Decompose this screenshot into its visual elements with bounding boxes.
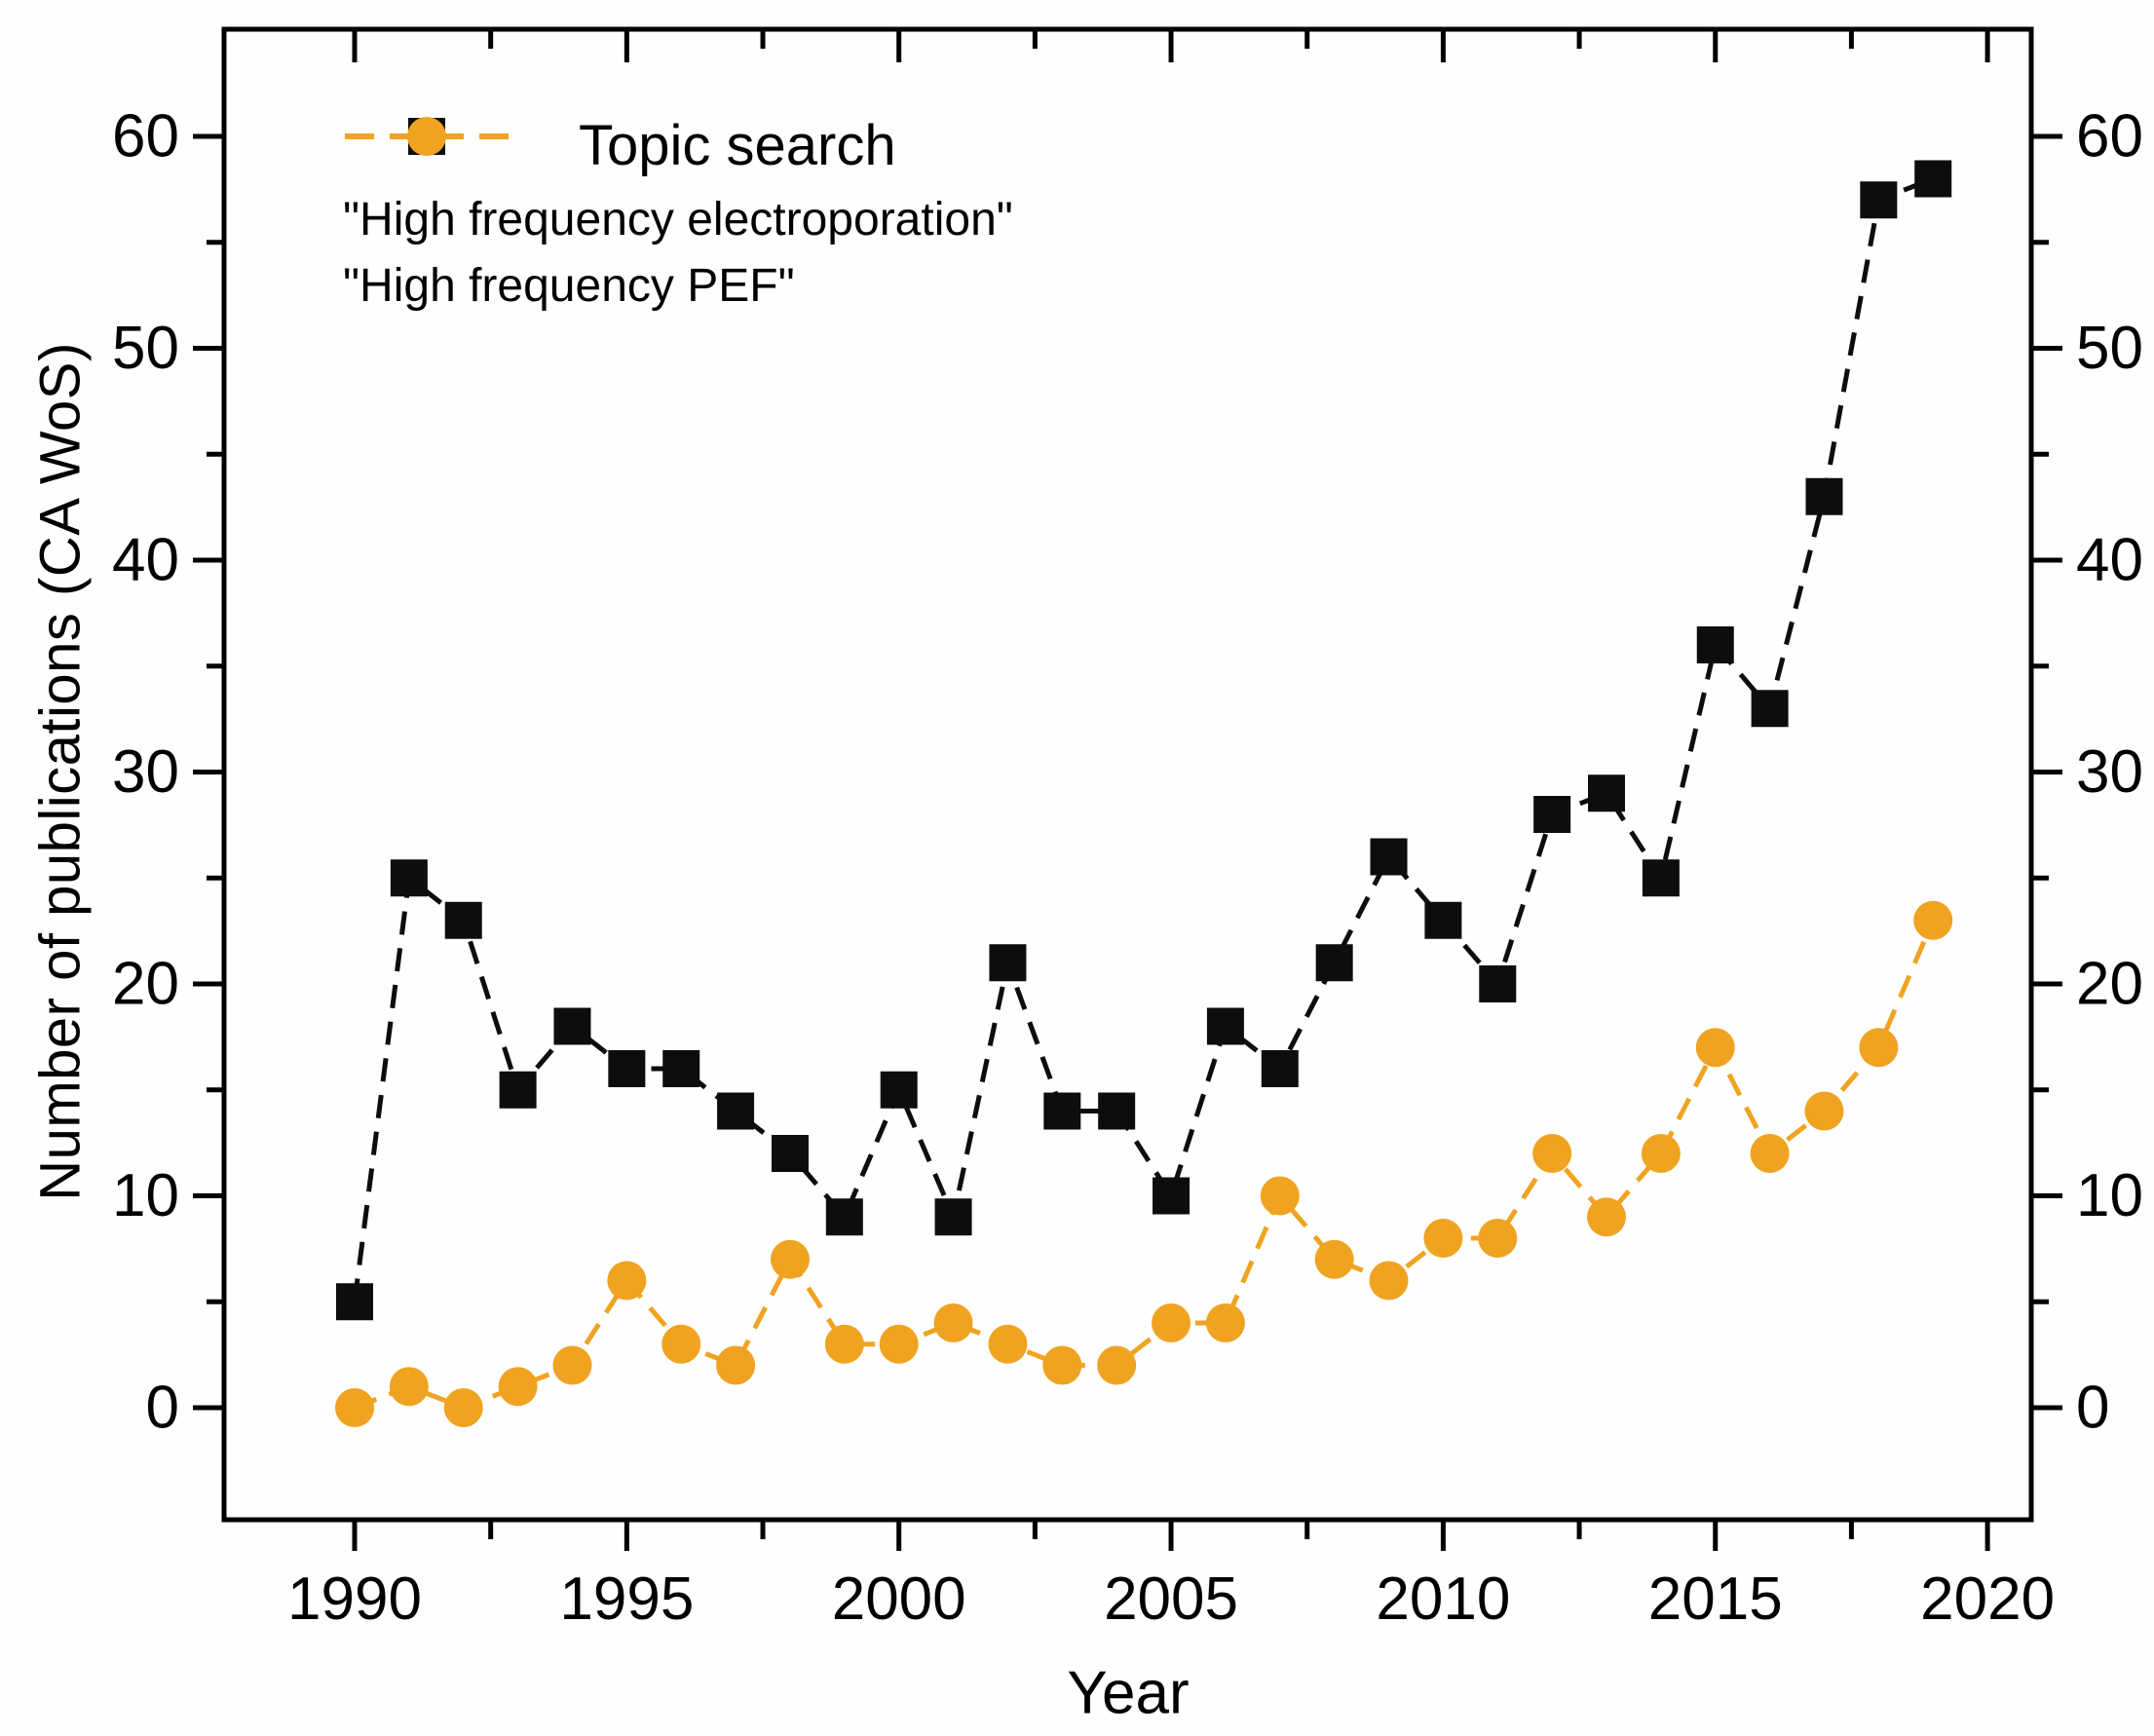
y-tick-label-right: 10	[2076, 1162, 2143, 1229]
series-line-1	[354, 919, 1936, 1411]
data-point-marker	[1370, 838, 1408, 876]
y-tick-label-left: 30	[112, 738, 179, 806]
data-point-marker	[934, 1198, 972, 1236]
data-point-marker	[390, 859, 428, 897]
data-point-marker	[1152, 1303, 1191, 1342]
data-point-marker	[1206, 1007, 1244, 1045]
x-tick-label: 2000	[832, 1566, 966, 1633]
data-point-marker	[1750, 1134, 1790, 1173]
legend: Topic search "High frequency electropora…	[343, 113, 1013, 312]
data-point-marker	[1532, 1134, 1572, 1173]
y-tick-label-left: 50	[112, 315, 179, 382]
data-point-marker	[1859, 1028, 1899, 1068]
y-tick-label-right: 40	[2076, 527, 2143, 594]
data-point-marker	[607, 1261, 647, 1301]
data-point-marker	[1695, 1028, 1735, 1068]
data-point-marker	[989, 944, 1027, 982]
data-point-marker	[1642, 859, 1680, 897]
legend-entry-electroporation: "High frequency electroporation"	[343, 118, 1013, 245]
y-tick-label-right: 30	[2076, 738, 2143, 806]
data-point-marker	[716, 1345, 756, 1385]
data-point-marker	[1913, 900, 1953, 940]
data-point-marker	[824, 1324, 864, 1364]
y-tick-label-left: 10	[112, 1162, 179, 1229]
data-point-marker	[1860, 181, 1898, 219]
data-point-marker	[1043, 1092, 1081, 1130]
data-point-marker	[1369, 1261, 1409, 1301]
legend-entry-pef: "High frequency PEF"	[343, 117, 1013, 312]
data-point-marker	[1478, 1219, 1518, 1258]
y-tick-label-left: 0	[146, 1375, 179, 1442]
data-point-marker	[1588, 774, 1626, 812]
data-point-marker	[1751, 690, 1789, 728]
data-point-marker	[933, 1303, 973, 1342]
y-tick-label-right: 60	[2076, 103, 2143, 170]
series-markers-0	[336, 160, 1952, 1321]
data-point-marker	[499, 1071, 537, 1109]
data-point-marker	[1314, 1239, 1354, 1279]
data-point-marker	[336, 1283, 373, 1321]
series-line-0	[352, 176, 1935, 1302]
data-point-marker	[879, 1324, 919, 1364]
data-point-marker	[1315, 944, 1353, 982]
data-point-marker	[608, 1050, 646, 1087]
y-tick-label-right: 0	[2076, 1375, 2109, 1442]
data-point-marker	[1260, 1176, 1300, 1216]
data-point-marker	[1696, 626, 1734, 663]
axis-ticks	[193, 29, 2062, 1551]
x-tick-label: 1990	[287, 1566, 422, 1633]
data-point-marker	[1153, 1177, 1190, 1215]
legend-label: "High frequency electroporation"	[343, 193, 1013, 245]
x-axis-title: Year	[1067, 1659, 1190, 1727]
x-tick-label: 2015	[1648, 1566, 1783, 1633]
y-axis-title: Number of publications (CA WoS)	[28, 342, 93, 1201]
data-point-marker	[443, 1388, 483, 1427]
data-point-marker	[661, 1324, 701, 1364]
data-point-marker	[1479, 965, 1517, 1002]
legend-label: "High frequency PEF"	[343, 259, 795, 312]
data-point-marker	[662, 1050, 700, 1087]
data-point-marker	[988, 1324, 1028, 1364]
data-point-marker	[880, 1071, 918, 1109]
data-point-marker	[1097, 1345, 1137, 1385]
data-point-marker	[389, 1367, 429, 1407]
data-point-marker	[1804, 1091, 1844, 1131]
series-markers-1	[335, 900, 1953, 1427]
data-point-marker	[552, 1345, 592, 1385]
x-tick-label: 1995	[559, 1566, 694, 1633]
data-point-marker	[771, 1135, 809, 1172]
data-point-marker	[825, 1198, 863, 1236]
x-tick-label: 2010	[1376, 1566, 1510, 1633]
y-tick-label-right: 50	[2076, 315, 2143, 382]
data-point-marker	[1641, 1134, 1681, 1173]
data-point-marker	[1424, 901, 1462, 939]
y-tick-label-left: 60	[112, 103, 179, 170]
data-point-marker	[1205, 1303, 1245, 1342]
data-point-marker	[1587, 1197, 1627, 1237]
data-point-marker	[1042, 1345, 1082, 1385]
data-point-marker	[444, 901, 482, 939]
data-point-marker	[498, 1367, 538, 1407]
data-point-marker	[1533, 796, 1571, 833]
data-point-marker	[1423, 1219, 1463, 1258]
y-tick-label-left: 40	[112, 527, 179, 594]
y-tick-label-left: 20	[112, 951, 179, 1018]
y-tick-label-right: 20	[2076, 951, 2143, 1018]
legend-title: Topic search	[579, 114, 896, 177]
x-tick-label: 2020	[1920, 1566, 2055, 1633]
data-point-marker	[1261, 1050, 1299, 1087]
data-point-marker	[553, 1007, 591, 1045]
legend-marker-circle	[407, 117, 446, 156]
data-point-marker	[1914, 160, 1952, 198]
x-tick-label: 2005	[1104, 1566, 1238, 1633]
data-point-marker	[717, 1092, 755, 1130]
data-point-marker	[335, 1388, 374, 1427]
data-point-marker	[1098, 1092, 1136, 1130]
data-point-marker	[1805, 477, 1843, 515]
legend-swatch-circle-icon	[345, 117, 509, 156]
data-point-marker	[770, 1239, 810, 1279]
